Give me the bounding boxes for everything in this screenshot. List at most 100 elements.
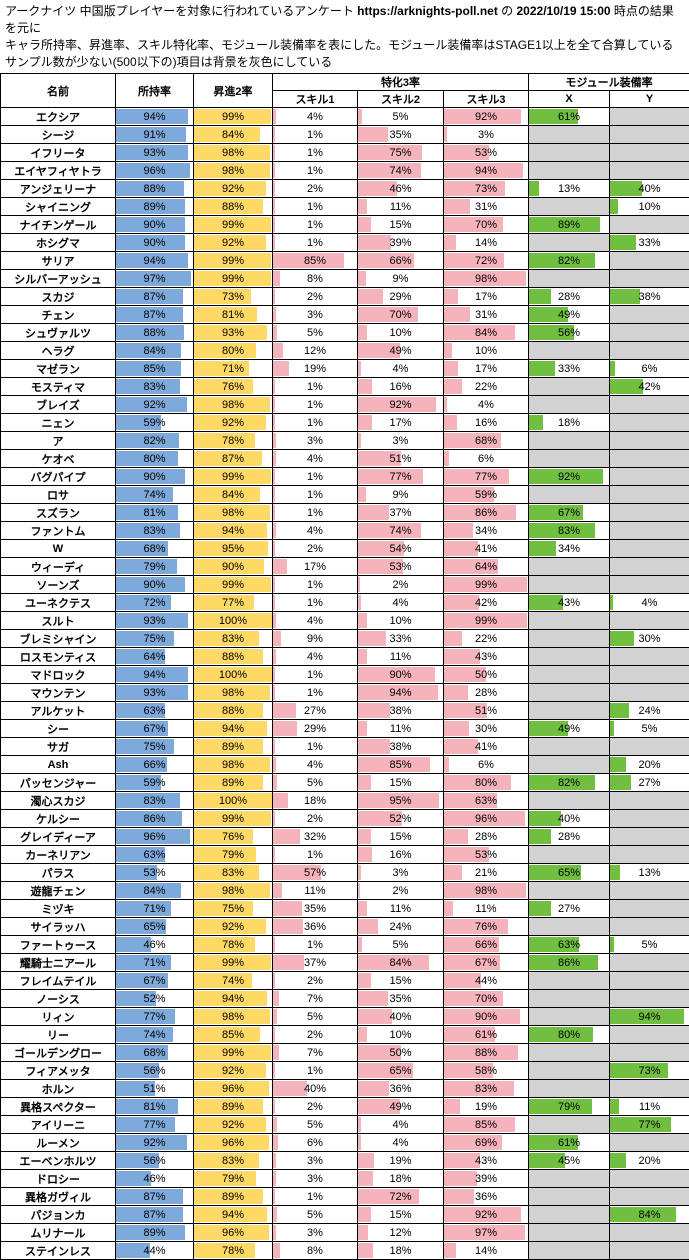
promo2-rate-cell: 92%: [194, 1062, 273, 1080]
percent-value: 46%: [358, 180, 443, 197]
percent-value: 44%: [444, 972, 528, 989]
skill3-mastery-cell: 90%: [444, 1008, 529, 1026]
percent-value: 92%: [194, 414, 272, 431]
own-rate-cell: 83%: [116, 378, 194, 396]
percent-value: 99%: [194, 252, 272, 269]
own-rate-cell: 90%: [116, 234, 194, 252]
promo2-rate-cell: 89%: [194, 1188, 273, 1206]
skill1-mastery-cell: 1%: [273, 1188, 358, 1206]
percent-value: 84%: [116, 882, 193, 899]
percent-value: 74%: [358, 522, 443, 539]
operator-name: チェン: [1, 306, 116, 324]
module-x-cell: [529, 702, 610, 720]
skill1-mastery-cell: 3%: [273, 1170, 358, 1188]
skill2-mastery-cell: 10%: [358, 612, 444, 630]
percent-value: 98%: [194, 1008, 272, 1025]
promo2-rate-cell: 78%: [194, 432, 273, 450]
percent-value: 29%: [358, 288, 443, 305]
percent-value: 1%: [273, 936, 357, 953]
percent-value: 5%: [273, 1116, 357, 1133]
module-x-cell: 92%: [529, 468, 610, 486]
percent-value: 77%: [444, 468, 528, 485]
percent-value: 49%: [529, 306, 609, 323]
percent-value: 1%: [273, 216, 357, 233]
percent-value: 98%: [194, 882, 272, 899]
skill1-mastery-cell: 2%: [273, 1026, 358, 1044]
percent-value: 9%: [358, 486, 443, 503]
percent-value: 4%: [444, 396, 528, 413]
percent-value: 6%: [444, 756, 528, 773]
own-rate-cell: 82%: [116, 432, 194, 450]
operator-name: ア: [1, 432, 116, 450]
module-y-cell: [610, 144, 689, 162]
skill3-mastery-cell: 69%: [444, 1134, 529, 1152]
percent-value: 84%: [194, 126, 272, 143]
operator-name: アンジェリーナ: [1, 180, 116, 198]
percent-value: 45%: [529, 1152, 609, 1169]
module-y-cell: [610, 396, 689, 414]
module-y-cell: [610, 612, 689, 630]
module-x-cell: 43%: [529, 594, 610, 612]
percent-value: 74%: [194, 972, 272, 989]
skill1-mastery-cell: 8%: [273, 270, 358, 288]
module-y-cell: [610, 162, 689, 180]
percent-value: 1%: [273, 594, 357, 611]
skill1-mastery-cell: 19%: [273, 360, 358, 378]
percent-value: 1%: [273, 1062, 357, 1079]
skill3-mastery-cell: 53%: [444, 846, 529, 864]
promo2-rate-cell: 84%: [194, 126, 273, 144]
operator-name: W: [1, 540, 116, 558]
skill2-mastery-cell: 15%: [358, 774, 444, 792]
percent-value: 5%: [273, 1206, 357, 1223]
module-y-cell: [610, 252, 689, 270]
title-line1-mid: の: [498, 4, 517, 18]
percent-value: 17%: [358, 414, 443, 431]
poll-site-link[interactable]: https://arknights-poll.net: [357, 4, 498, 18]
skill2-mastery-cell: 4%: [358, 360, 444, 378]
operator-name: マドロック: [1, 666, 116, 684]
module-x-cell: 61%: [529, 108, 610, 126]
percent-value: 56%: [116, 1152, 193, 1169]
percent-value: 36%: [444, 1188, 528, 1205]
skill1-mastery-cell: 11%: [273, 882, 358, 900]
percent-value: 59%: [116, 774, 193, 791]
skill1-mastery-cell: 36%: [273, 918, 358, 936]
module-y-cell: [610, 666, 689, 684]
module-x-cell: [529, 270, 610, 288]
promo2-rate-cell: 99%: [194, 252, 273, 270]
col-header-skill2: スキル2: [358, 91, 444, 108]
module-y-cell: 10%: [610, 198, 689, 216]
percent-value: 1%: [273, 738, 357, 755]
operator-name: ドロシー: [1, 1170, 116, 1188]
skill1-mastery-cell: 4%: [273, 648, 358, 666]
promo2-rate-cell: 92%: [194, 1116, 273, 1134]
percent-value: 96%: [116, 162, 193, 179]
col-header-promo2-rate: 昇進2率: [194, 74, 273, 108]
own-rate-cell: 56%: [116, 1062, 194, 1080]
skill3-mastery-cell: 19%: [444, 1098, 529, 1116]
percent-value: 63%: [529, 936, 609, 953]
module-x-cell: 56%: [529, 324, 610, 342]
percent-value: 39%: [444, 1170, 528, 1187]
percent-value: 67%: [116, 972, 193, 989]
own-rate-cell: 96%: [116, 162, 194, 180]
title-line-2: キャラ所持率、昇進率、スキル特化率、モジュール装備率を表にした。モジュール装備率…: [5, 37, 684, 54]
module-y-cell: 40%: [610, 180, 689, 198]
percent-value: 80%: [116, 450, 193, 467]
percent-value: 53%: [358, 558, 443, 575]
skill2-mastery-cell: 38%: [358, 702, 444, 720]
skill1-mastery-cell: 5%: [273, 324, 358, 342]
own-rate-cell: 93%: [116, 612, 194, 630]
module-y-cell: [610, 342, 689, 360]
skill2-mastery-cell: 9%: [358, 270, 444, 288]
percent-value: 97%: [116, 270, 193, 287]
skill2-mastery-cell: 85%: [358, 756, 444, 774]
skill3-mastery-cell: 6%: [444, 450, 529, 468]
percent-value: 54%: [358, 540, 443, 557]
operator-name: シャイニング: [1, 198, 116, 216]
percent-value: 98%: [194, 684, 272, 701]
